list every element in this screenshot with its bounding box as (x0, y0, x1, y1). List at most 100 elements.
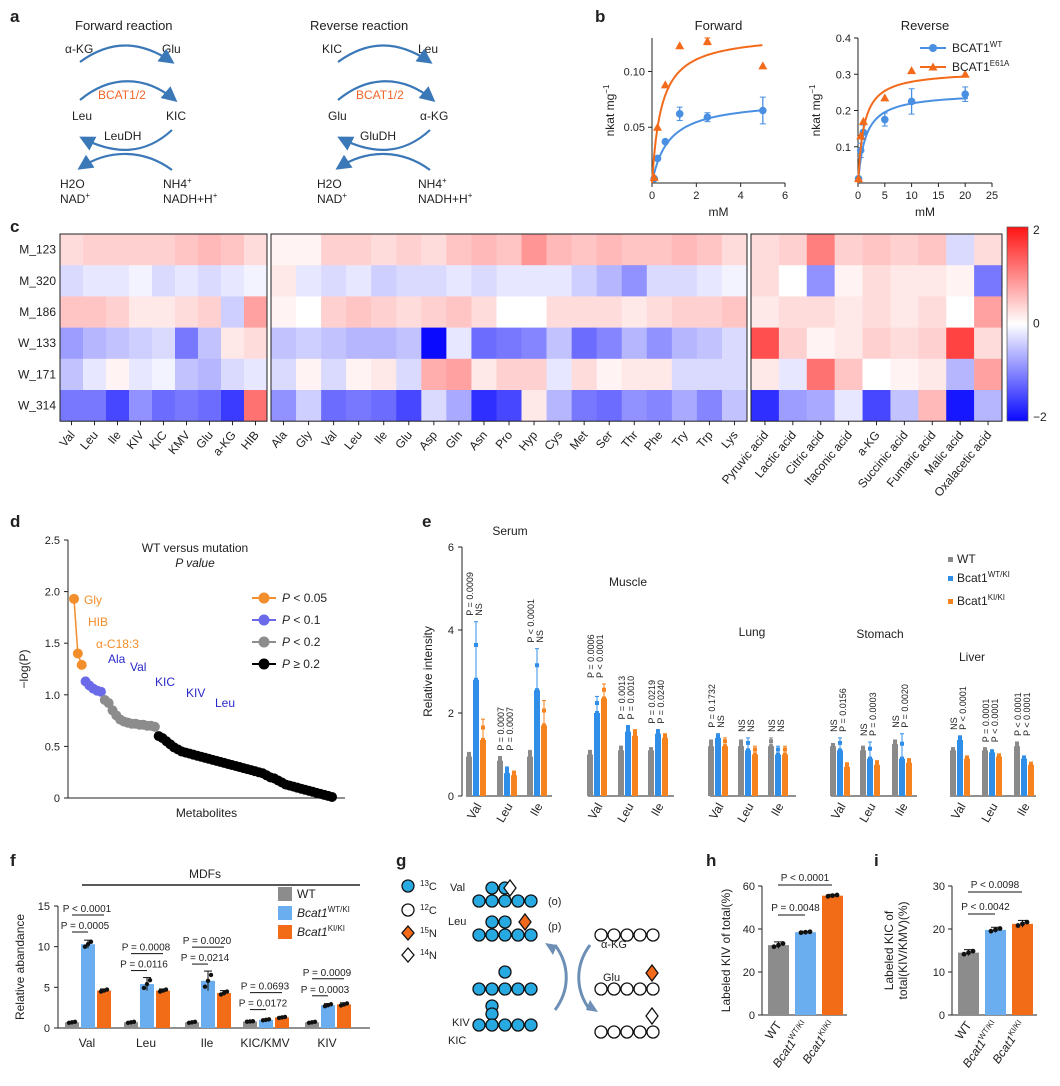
heatmap-cell (346, 390, 372, 422)
data-marker (656, 729, 660, 734)
bar (655, 733, 661, 796)
y-tick-label: 4 (448, 625, 454, 637)
heatmap-cell (60, 358, 84, 391)
heatmap-cell (890, 327, 919, 360)
panel-d-scatter: 0 0.5 1.0 1.5 2.0 2.5 −log(P) Metabolites WT ver… (17, 535, 345, 820)
bar (601, 698, 607, 796)
reverse-arrow-bottom-2 (335, 152, 431, 171)
heatmap-cell (83, 358, 107, 391)
data-marker (739, 747, 743, 752)
data-marker (716, 735, 720, 740)
bar (504, 773, 510, 796)
heatmap-cell (778, 327, 808, 360)
data-marker (633, 737, 637, 742)
data-point (82, 944, 88, 949)
p-annotation: P = 0.0240 (656, 680, 666, 724)
data-marker (776, 757, 780, 762)
p-annotation: P = 0.0001 (981, 699, 991, 743)
data-marker (723, 744, 727, 749)
data-point (854, 174, 864, 183)
carbon-13-atom (511, 894, 525, 908)
data-marker (769, 749, 773, 754)
data-point (85, 942, 91, 947)
bar (81, 944, 95, 1028)
bar (497, 760, 503, 796)
heatmap-cell (974, 390, 1003, 422)
bar (185, 1022, 199, 1028)
legend-12c-marker (401, 903, 415, 917)
chart-title: MDFs (189, 867, 221, 881)
forward-top-right: Glu (162, 42, 181, 56)
heatmap-cell (198, 296, 222, 328)
y-axis-label: Labeled KIV of total(%) (719, 889, 733, 1012)
heatmap-cell (696, 327, 723, 360)
heatmap-cell (221, 265, 245, 297)
reverse-mid-right: α-KG (420, 109, 448, 123)
data-marker (602, 687, 606, 692)
heatmap-cell (571, 296, 597, 328)
heatmap-cell (446, 358, 472, 391)
heatmap-cell (346, 265, 372, 297)
heatmap-cell (571, 390, 597, 422)
tissue-label: Muscle (609, 575, 647, 589)
p-annotation: P = 0.0007 (496, 707, 506, 751)
heatmap-cell (621, 390, 648, 422)
heatmap-cell (751, 265, 780, 297)
heatmap-cell (346, 234, 372, 266)
data-marker (861, 745, 865, 750)
data-marker (907, 763, 911, 768)
data-marker (535, 663, 539, 668)
g-kic-label: KIC (448, 1035, 466, 1047)
category-label: Val (79, 1036, 95, 1050)
heatmap-cell (918, 327, 947, 360)
heatmap-cell (421, 296, 447, 328)
row-label: M_186 (19, 305, 56, 319)
category-label: Ile (768, 800, 787, 818)
p-annotation: NS (474, 603, 484, 616)
data-marker (907, 760, 911, 765)
data-marker (965, 755, 969, 760)
data-marker (983, 747, 987, 752)
heatmap-cell (60, 234, 84, 266)
p-annotation: P = 0.0010 (626, 676, 636, 720)
y-axis-label-line1: Labeled KIC of (882, 910, 896, 990)
p-annotation: P = 0.0020 (900, 684, 910, 728)
col-label: a-KG (210, 428, 239, 458)
data-marker (528, 750, 532, 755)
heatmap-cell (371, 390, 397, 422)
heatmap-cell (175, 265, 199, 297)
heatmap-cell (152, 265, 176, 297)
y-tick-label: 0.3 (836, 69, 851, 81)
panel-a: a Forward reaction α-KG Glu BCAT1/2 Leu … (10, 7, 473, 206)
reverse-bl2: NAD+ (317, 191, 347, 206)
heatmap-cell (175, 390, 199, 422)
heatmap-cell (671, 358, 698, 391)
heatmap-cell (496, 327, 522, 360)
heatmap-cell (175, 234, 199, 266)
col-label: Ile (371, 428, 390, 447)
legend-marker (258, 592, 270, 604)
heatmap-cell (834, 358, 863, 391)
legend-sup: WT/KI (328, 905, 350, 914)
y-tick-label: 0.05 (624, 122, 645, 134)
category-label: Leu (734, 801, 756, 825)
heatmap-cell (244, 234, 268, 266)
forward-br1: NH4+ (163, 176, 192, 191)
reverse-enzyme-2: GluDH (360, 129, 396, 143)
heatmap-cell (721, 265, 748, 297)
data-marker (739, 744, 743, 749)
data-marker (588, 754, 592, 759)
y-tick-label: 10 (933, 967, 945, 979)
g-akg-label: α-KG (601, 939, 627, 951)
panel-label-f: f (10, 851, 16, 870)
data-point (759, 106, 767, 115)
data-marker (776, 752, 780, 757)
heatmap-cell (471, 234, 497, 266)
heatmap-cell (974, 327, 1003, 360)
bar (982, 750, 988, 796)
legend-label: Bcat1KI/KI (957, 593, 1005, 608)
forward-reaction-title: Forward reaction (75, 18, 173, 33)
y-axis-label-sup: −1 (808, 84, 817, 94)
